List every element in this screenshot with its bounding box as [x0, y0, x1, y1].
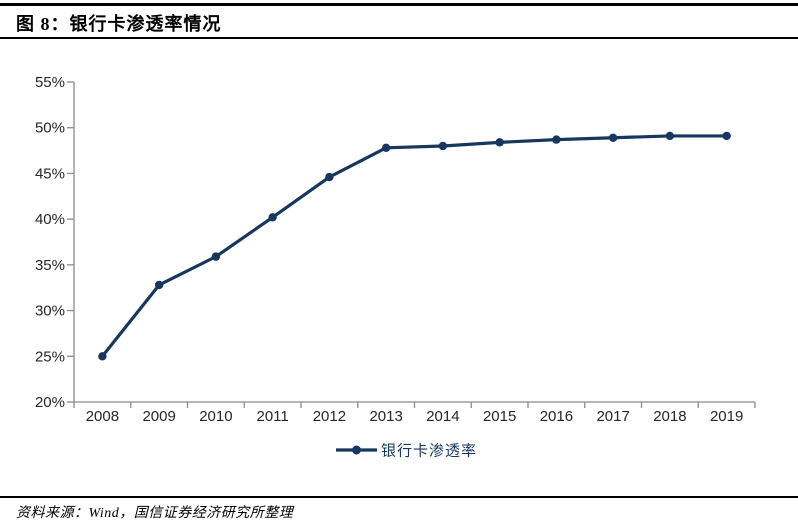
y-tick-label: 45% — [35, 165, 65, 182]
y-tick-label: 50% — [35, 120, 65, 137]
source-note: 资料来源：Wind，国信证券经济研究所整理 — [16, 506, 294, 521]
y-tick-label: 30% — [35, 303, 65, 320]
x-tick-label: 2015 — [483, 408, 516, 425]
data-point — [438, 141, 448, 151]
y-tick-label: 35% — [35, 257, 65, 274]
x-tick-label: 2016 — [540, 408, 573, 425]
title-divider — [0, 37, 798, 39]
series-line — [100, 134, 729, 358]
y-tick-label: 20% — [35, 394, 65, 411]
data-point — [552, 135, 561, 144]
x-tick-label: 2009 — [142, 408, 175, 425]
data-point — [268, 213, 277, 222]
y-tick-label: 40% — [35, 211, 65, 228]
data-point — [325, 172, 334, 182]
x-tick-label: 2018 — [653, 408, 686, 425]
x-tick-label: 2013 — [369, 408, 402, 425]
x-tick-label: 2014 — [426, 408, 459, 425]
x-tick-label: 2017 — [596, 408, 629, 425]
x-tick-label: 2019 — [710, 408, 743, 425]
x-tick-label: 2012 — [313, 408, 346, 425]
data-point — [154, 280, 164, 290]
data-point — [665, 131, 675, 141]
legend-marker — [352, 445, 361, 455]
line-chart: 20% 25% 30% 35% 40% 45% 50% 55% 2008 2009 2010 2011… — [35, 74, 756, 460]
footer-divider — [0, 496, 798, 498]
y-tick-label: 55% — [35, 74, 65, 91]
x-tick-label: 2011 — [256, 408, 288, 425]
x-tick-label: 2010 — [199, 408, 232, 425]
data-point — [608, 133, 618, 142]
data-point — [211, 252, 221, 261]
y-tick-label: 25% — [35, 348, 65, 365]
figure-title: 图 8：银行卡渗透率情况 — [16, 14, 222, 34]
data-point — [381, 143, 391, 153]
x-tick-label: 2008 — [86, 408, 119, 425]
data-point — [722, 131, 731, 141]
legend-label: 银行卡渗透率 — [381, 443, 477, 460]
data-point — [98, 352, 107, 361]
data-point — [495, 138, 504, 147]
top-rule — [0, 3, 798, 6]
